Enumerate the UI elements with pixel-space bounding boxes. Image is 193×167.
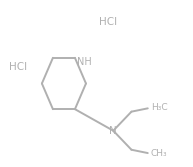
Text: HCl: HCl xyxy=(9,62,27,72)
Text: N: N xyxy=(109,126,117,136)
Text: HCl: HCl xyxy=(99,17,117,27)
Text: NH: NH xyxy=(77,57,92,67)
Text: CH₃: CH₃ xyxy=(151,149,167,158)
Text: H₃C: H₃C xyxy=(151,103,167,112)
